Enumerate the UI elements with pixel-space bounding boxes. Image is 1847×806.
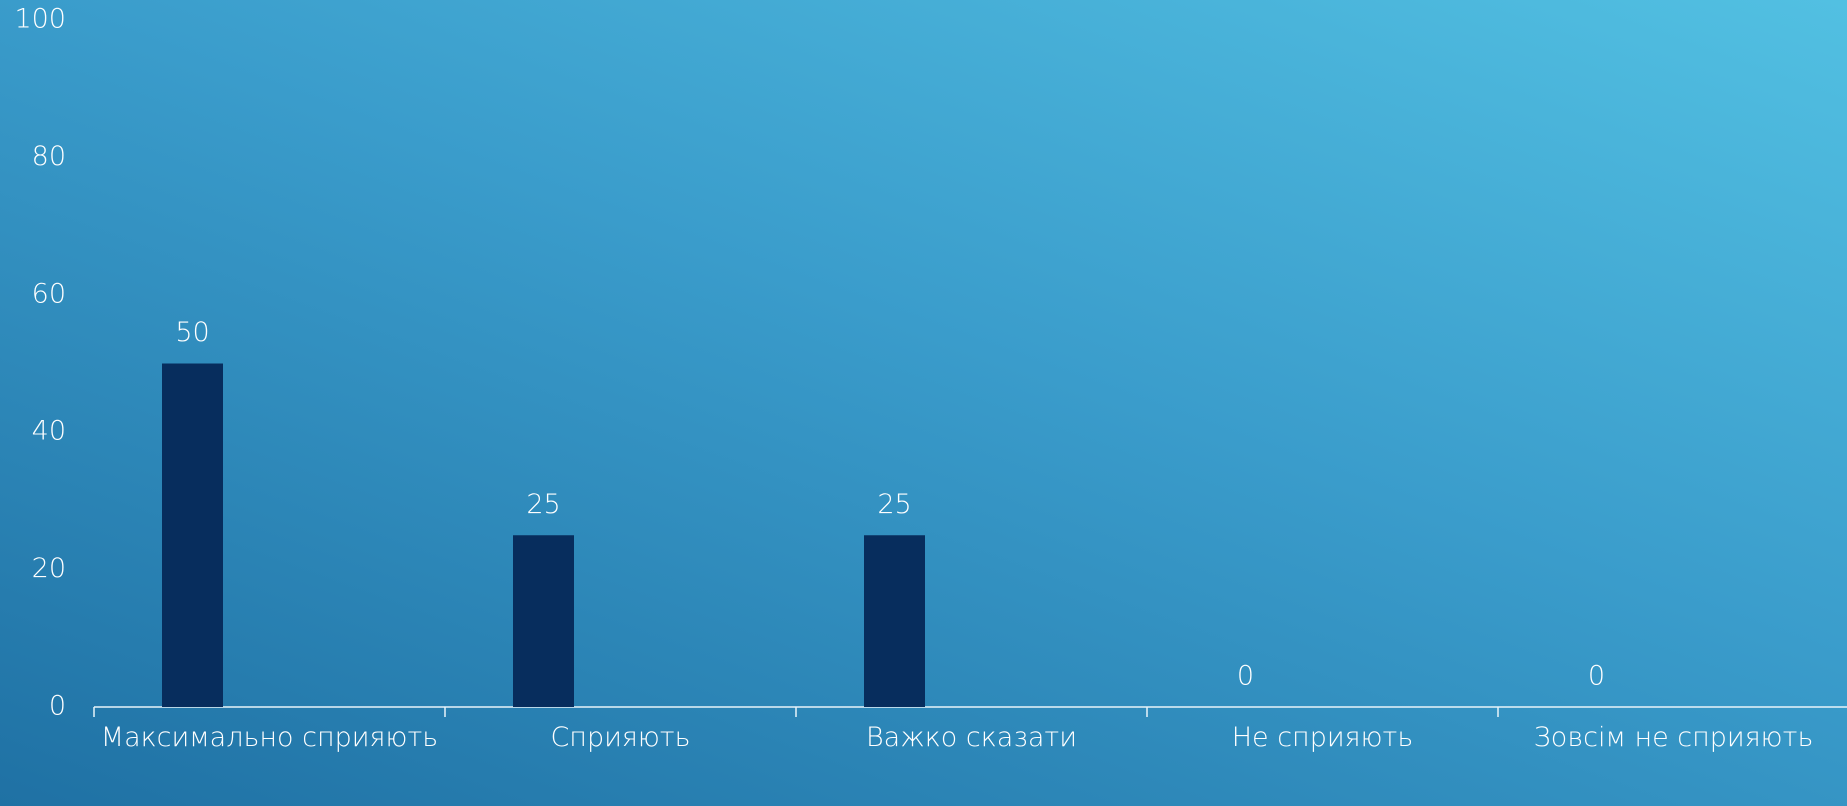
- y-tick-label: 40: [32, 416, 66, 447]
- x-tick-label: Не сприяють: [1231, 722, 1414, 753]
- y-tick-label: 20: [32, 553, 66, 584]
- x-tick-label: Максимально сприяють: [100, 722, 439, 753]
- y-tick-label: 100: [14, 4, 66, 35]
- x-tick-label: Важко сказати: [865, 722, 1078, 753]
- value-label: 25: [526, 489, 560, 520]
- value-label: 0: [1237, 661, 1254, 692]
- value-label: 25: [877, 489, 911, 520]
- y-tick-label: 80: [32, 141, 66, 172]
- x-tick-label: Зовсім не сприяють: [1533, 722, 1814, 753]
- x-tick-label: Сприяють: [550, 722, 691, 753]
- bar: [513, 535, 574, 707]
- y-tick-label: 60: [32, 278, 66, 309]
- bar: [864, 535, 925, 707]
- value-label: 50: [175, 317, 209, 348]
- bar: [162, 363, 223, 707]
- value-label: 0: [1588, 661, 1605, 692]
- y-tick-label: 0: [49, 691, 66, 722]
